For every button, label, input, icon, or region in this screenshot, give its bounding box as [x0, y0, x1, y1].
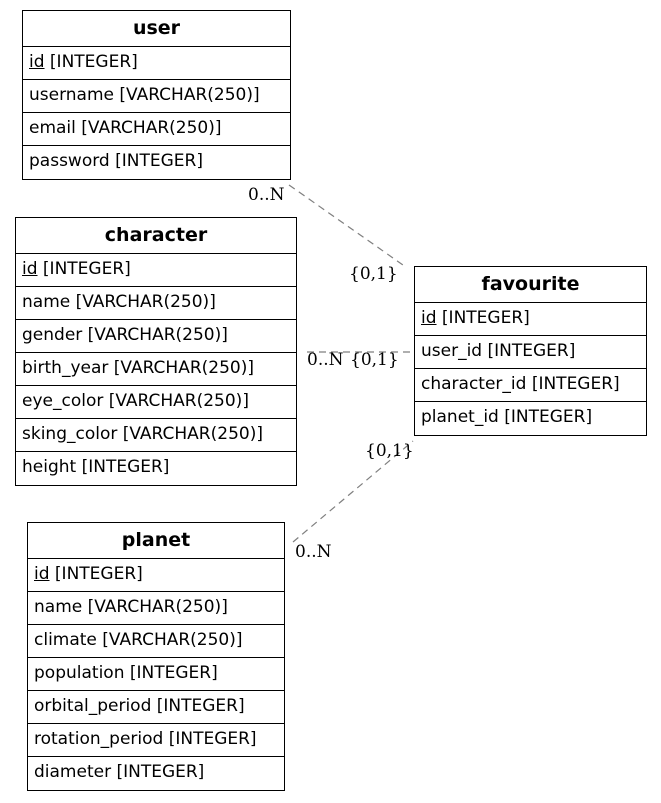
primary-key: id: [22, 259, 38, 279]
cardinality-character-side: 0..N: [307, 350, 344, 370]
field-row: name [VARCHAR(250)]: [28, 592, 284, 625]
primary-key: id: [34, 564, 50, 584]
entity-character[interactable]: character id [INTEGER] name [VARCHAR(250…: [15, 217, 297, 486]
field-type: [INTEGER]: [54, 564, 143, 584]
field-row: user_id [INTEGER]: [415, 336, 646, 369]
entity-planet[interactable]: planet id [INTEGER] name [VARCHAR(250)] …: [27, 522, 285, 791]
field-row: population [INTEGER]: [28, 658, 284, 691]
entity-title: favourite: [415, 267, 646, 303]
entity-user[interactable]: user id [INTEGER] username [VARCHAR(250)…: [22, 10, 291, 180]
field-type: [INTEGER]: [42, 259, 131, 279]
primary-key: id: [29, 52, 45, 72]
field-row: name [VARCHAR(250)]: [16, 287, 296, 320]
field-row: id [INTEGER]: [23, 47, 290, 80]
cardinality-favourite-user-side: {0,1}: [349, 264, 398, 284]
field-type: [INTEGER]: [441, 308, 530, 328]
field-type: [INTEGER]: [49, 52, 138, 72]
field-row: id [INTEGER]: [16, 254, 296, 287]
field-row: eye_color [VARCHAR(250)]: [16, 386, 296, 419]
entity-title: planet: [28, 523, 284, 559]
field-row: character_id [INTEGER]: [415, 369, 646, 402]
planet-favourite-link: [292, 440, 414, 543]
field-row: climate [VARCHAR(250)]: [28, 625, 284, 658]
field-row: sking_color [VARCHAR(250)]: [16, 419, 296, 452]
entity-favourite[interactable]: favourite id [INTEGER] user_id [INTEGER]…: [414, 266, 647, 436]
entity-title: user: [23, 11, 290, 47]
field-row: id [INTEGER]: [415, 303, 646, 336]
field-row: email [VARCHAR(250)]: [23, 113, 290, 146]
field-row: username [VARCHAR(250)]: [23, 80, 290, 113]
field-row: rotation_period [INTEGER]: [28, 724, 284, 757]
field-row: diameter [INTEGER]: [34, 762, 205, 782]
field-row: birth_year [VARCHAR(250)]: [16, 353, 296, 386]
field-row: password [INTEGER]: [29, 151, 203, 171]
field-row: planet_id [INTEGER]: [421, 407, 593, 427]
cardinality-favourite-planet-side: {0,1}: [365, 441, 414, 461]
cardinality-favourite-character-side: {0,1}: [350, 350, 399, 370]
cardinality-user-side: 0..N: [248, 185, 285, 205]
field-row: orbital_period [INTEGER]: [28, 691, 284, 724]
field-row: id [INTEGER]: [28, 559, 284, 592]
cardinality-planet-side: 0..N: [295, 542, 332, 562]
entity-title: character: [16, 218, 296, 254]
primary-key: id: [421, 308, 437, 328]
field-row: height [INTEGER]: [22, 457, 170, 477]
user-favourite-link: [288, 184, 404, 266]
field-row: gender [VARCHAR(250)]: [16, 320, 296, 353]
